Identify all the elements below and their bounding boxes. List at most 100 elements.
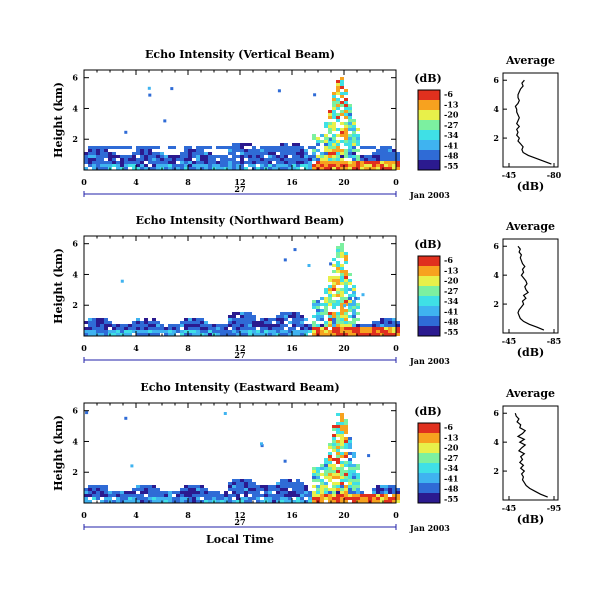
colorbar-swatch (418, 116, 440, 119)
heatmap-cell (280, 149, 284, 152)
heatmap-cell (92, 321, 96, 324)
heatmap-cell (320, 164, 324, 167)
heatmap-cell (200, 485, 204, 488)
heatmap-cell (160, 494, 164, 497)
heatmap-cell (196, 333, 200, 336)
heatmap-cell (248, 143, 252, 146)
heatmap-cell (252, 152, 256, 155)
heatmap-cell (336, 155, 340, 158)
heatmap-cell (140, 158, 144, 161)
heatmap (84, 243, 400, 336)
heatmap-cell (200, 324, 204, 327)
heatmap-cell (136, 497, 140, 500)
profile-y-tick-label: 2 (493, 133, 499, 143)
heatmap-cell (132, 152, 136, 155)
heatmap-cell (368, 330, 372, 333)
heatmap-cell (100, 333, 104, 336)
heatmap-cell (124, 327, 128, 330)
heatmap-cell (388, 488, 392, 491)
heatmap-cell (284, 149, 288, 152)
heatmap-cell (332, 270, 336, 273)
heatmap-cell (340, 491, 344, 494)
heatmap-cell (248, 482, 252, 485)
heatmap-cell (340, 470, 344, 473)
heatmap-cell (196, 155, 200, 158)
heatmap-cell (312, 155, 316, 158)
heatmap-cell (284, 333, 288, 336)
heatmap-cell (252, 488, 256, 491)
x-tick-label: 20 (338, 510, 350, 520)
heatmap-cell (324, 458, 328, 461)
heatmap-cell (348, 282, 352, 285)
heatmap-cell (252, 167, 256, 170)
heatmap-cell (332, 258, 336, 261)
heatmap-cell (152, 321, 156, 324)
y-axis-label: Height (km) (52, 248, 65, 324)
heatmap-cell (216, 164, 220, 167)
heatmap-cell (84, 155, 88, 158)
heatmap-cell (344, 140, 348, 143)
colorbar-tick-label: -48 (444, 151, 459, 161)
heatmap-cell (376, 491, 380, 494)
heatmap-cell (104, 149, 108, 152)
heatmap-cell (88, 491, 92, 494)
colorbar-tick-label: -13 (444, 265, 459, 275)
heatmap-cell (276, 482, 280, 485)
heatmap-cell (216, 155, 220, 158)
heatmap-cell (220, 164, 224, 167)
heatmap-cell (288, 315, 292, 318)
heatmap-cell (296, 318, 300, 321)
profile-line (514, 413, 548, 498)
heatmap-cell (248, 321, 252, 324)
heatmap-cell (256, 494, 260, 497)
colorbar-tick-label: -20 (444, 110, 459, 120)
heatmap-cell (354, 296, 358, 300)
heatmap-cell (316, 143, 320, 146)
heatmap-cell (312, 149, 316, 152)
colorbar-swatch (418, 475, 440, 478)
heatmap-cell (344, 276, 348, 279)
heatmap-cell (332, 122, 336, 125)
profile-x-label: (dB) (517, 346, 544, 359)
heatmap-cell (252, 158, 256, 161)
heatmap-cell (268, 158, 272, 161)
colorbar-swatch (418, 166, 440, 169)
heatmap-cell (352, 155, 356, 158)
heatmap-cell (120, 330, 124, 333)
heatmap-cell (344, 161, 348, 164)
heatmap-cell (332, 152, 336, 155)
heatmap-cell (300, 327, 304, 330)
heatmap-cell (208, 333, 212, 336)
heatmap-cell (232, 155, 236, 158)
colorbar-swatch (418, 110, 440, 113)
heatmap-cell (156, 330, 160, 333)
heatmap-cell (348, 146, 352, 149)
heatmap-cell (312, 494, 316, 497)
heatmap-cell (340, 113, 344, 116)
heatmap-cell (336, 443, 340, 446)
heatmap-cell (372, 152, 376, 155)
heatmap-cell (364, 494, 368, 497)
heatmap-cell (304, 500, 308, 503)
chart-title: Echo Intensity (Northward Beam) (136, 214, 345, 227)
heatmap-cell (124, 330, 128, 333)
heatmap-cell (336, 476, 340, 479)
heatmap-cell (268, 333, 272, 336)
heatmap-cell (232, 158, 236, 161)
heatmap-cell (340, 497, 344, 500)
heatmap-cell (220, 146, 224, 149)
heatmap-cell (332, 143, 336, 146)
colorbar-tick-label: -6 (444, 255, 453, 265)
heatmap-cell (124, 130, 128, 134)
heatmap-cell (316, 327, 320, 330)
heatmap-cell (340, 428, 344, 431)
heatmap-cell (252, 164, 256, 167)
heatmap-cell (332, 264, 336, 267)
heatmap-cell (380, 158, 384, 161)
heatmap-cell (384, 327, 388, 330)
heatmap-cell (336, 488, 340, 491)
heatmap-cell (228, 158, 232, 161)
heatmap-cell (120, 324, 124, 327)
heatmap-cell (344, 255, 348, 258)
heatmap-cell (124, 161, 128, 164)
